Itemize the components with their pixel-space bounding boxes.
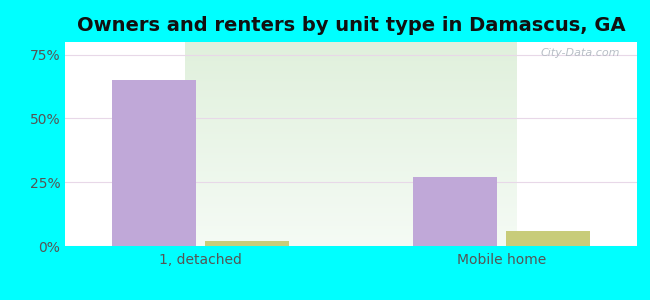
Bar [112,80,196,246]
Bar [413,177,497,246]
Text: City-Data.com: City-Data.com [540,48,620,58]
Bar [205,241,289,246]
Title: Owners and renters by unit type in Damascus, GA: Owners and renters by unit type in Damas… [77,16,625,35]
Bar [506,231,590,246]
Legend: Owner occupied units, Renter occupied units: Owner occupied units, Renter occupied un… [154,298,548,300]
